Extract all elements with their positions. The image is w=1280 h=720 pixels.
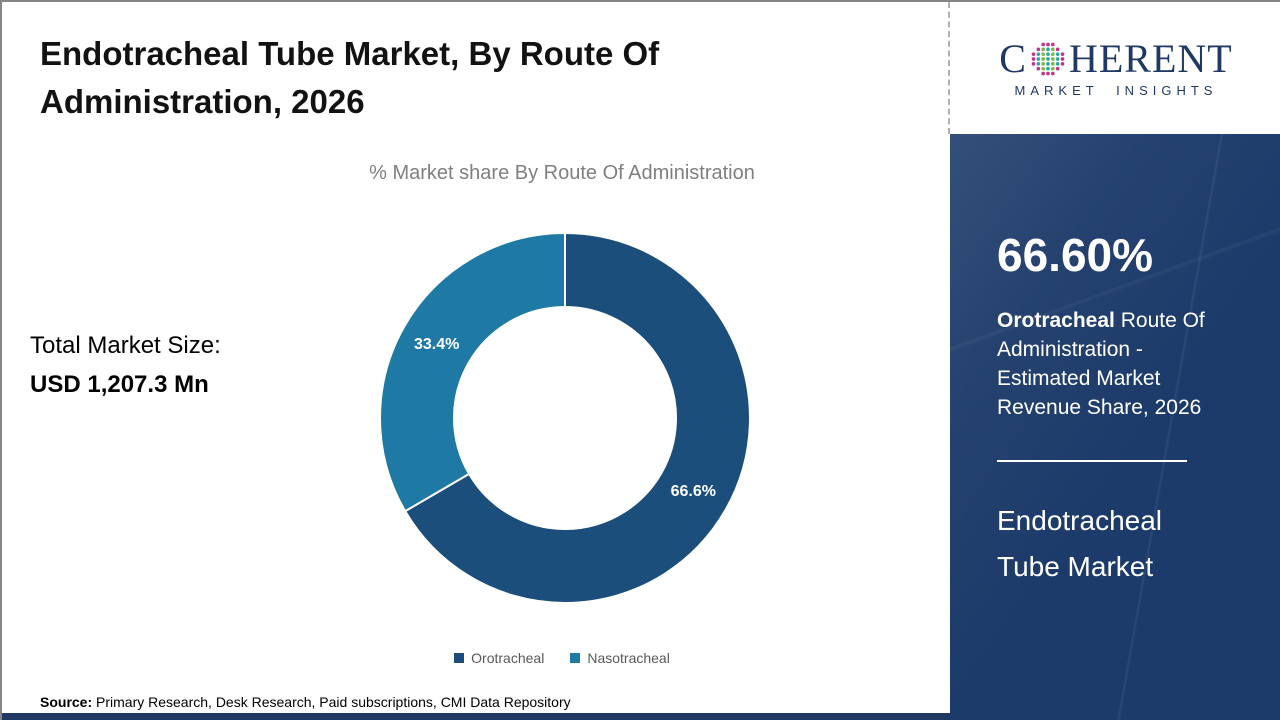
- legend-item-orotracheal: Orotracheal: [454, 650, 544, 666]
- sidebar-market-name: Endotracheal Tube Market: [997, 498, 1162, 590]
- legend-swatch: [454, 653, 465, 663]
- source-line: Source: Primary Research, Desk Research,…: [40, 694, 571, 710]
- legend: Orotracheal Nasotracheal: [182, 650, 942, 666]
- slice-label: 66.6%: [671, 483, 716, 500]
- logo-subtitle: MARKET INSIGHTS: [1014, 82, 1218, 98]
- bottom-accent-bar: [2, 713, 1280, 720]
- page-title: Endotracheal Tube Market, By Route Of Ad…: [40, 35, 660, 120]
- source-text: Primary Research, Desk Research, Paid su…: [92, 694, 571, 710]
- source-label: Source:: [40, 694, 93, 710]
- logo-wordmark: C HERENT: [999, 35, 1233, 81]
- sidebar-stat-bold: Orotracheal: [997, 309, 1115, 332]
- total-market-size: Total Market Size: USD 1,207.3 Mn: [30, 326, 221, 404]
- sidebar-market-line2: Tube Market: [997, 551, 1154, 582]
- logo: C HERENT MARKET INSIGHTS: [950, 2, 1280, 134]
- legend-label: Nasotracheal: [587, 650, 670, 666]
- donut-chart: 66.6% 33.4%: [379, 231, 751, 604]
- sidebar-stat-description: Orotracheal Route Of Administration - Es…: [997, 306, 1225, 422]
- logo-letter-c: C: [999, 35, 1027, 81]
- legend-swatch: [570, 653, 581, 663]
- total-market-size-value: USD 1,207.3 Mn: [30, 371, 209, 398]
- slice-label: 33.4%: [414, 336, 459, 353]
- chart-subtitle: % Market share By Route Of Administratio…: [369, 162, 755, 184]
- legend-label: Orotracheal: [471, 650, 545, 666]
- sidebar-divider: [997, 460, 1187, 462]
- sidebar-stat-value: 66.60%: [997, 229, 1154, 281]
- sidebar-stat-rest: Route Of Administration - Estimated Mark…: [997, 309, 1205, 419]
- legend-item-nasotracheal: Nasotracheal: [570, 650, 670, 666]
- slice-orotracheal: [403, 231, 751, 604]
- sidebar-market-line1: Endotracheal: [997, 505, 1163, 536]
- total-market-size-label: Total Market Size:: [30, 332, 221, 359]
- slice-nasotracheal: [379, 231, 566, 513]
- logo-letters-herent: HERENT: [1068, 35, 1233, 81]
- sidebar: 66.60% Orotracheal Route Of Administrati…: [950, 134, 1280, 720]
- logo-globe-icon: [1031, 42, 1065, 75]
- dashed-separator: [948, 2, 950, 134]
